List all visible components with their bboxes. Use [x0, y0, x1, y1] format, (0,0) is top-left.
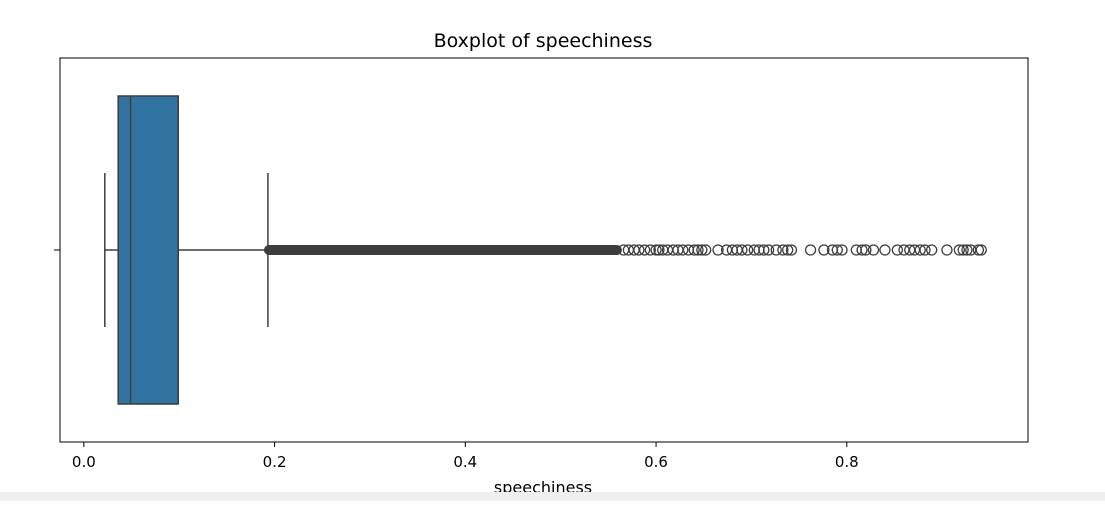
outlier-point	[804, 244, 817, 256]
outlier-point	[633, 244, 645, 256]
outlier-point	[650, 244, 662, 256]
outlier-point	[926, 244, 938, 256]
outlier-point	[688, 244, 700, 256]
outlier-point	[700, 244, 712, 256]
outlier-point	[975, 244, 987, 256]
outlier-point	[696, 244, 708, 256]
outlier-point	[953, 244, 965, 256]
outlier-point	[919, 244, 931, 256]
outlier-point	[692, 244, 704, 256]
plot-marks	[104, 95, 987, 405]
outlier-dense-band	[263, 245, 622, 255]
x-tick-label: 0.6	[644, 453, 668, 471]
outlier-point	[867, 244, 880, 256]
iqr-box	[117, 95, 180, 405]
outlier-point	[762, 244, 775, 256]
outlier-point	[653, 244, 665, 256]
x-tick-label: 0.2	[263, 453, 287, 471]
outlier-point	[972, 244, 985, 256]
outlier-point	[879, 244, 891, 256]
x-tick-label: 0.4	[453, 453, 477, 471]
outlier-point	[818, 244, 830, 256]
outlier-point	[785, 244, 798, 256]
outlier-point	[856, 244, 868, 256]
outlier-point	[782, 244, 794, 256]
outlier-point	[644, 244, 656, 256]
outlier-point	[770, 244, 782, 256]
bottom-scroll-strip	[0, 492, 1105, 501]
outlier-point	[682, 244, 695, 256]
chart-title: Boxplot of speechiness	[434, 30, 653, 52]
outlier-point	[961, 244, 973, 256]
outlier-point	[860, 244, 872, 256]
outlier-point	[850, 244, 862, 256]
outlier-point	[891, 244, 903, 256]
outlier-point	[712, 244, 724, 256]
outlier-point	[831, 244, 843, 256]
outlier-point	[957, 244, 969, 256]
outlier-point	[758, 244, 770, 256]
outlier-point	[741, 244, 754, 256]
x-tick-label: 0.0	[72, 453, 96, 471]
outlier-point	[914, 244, 926, 256]
outlier-point	[638, 244, 651, 256]
x-axis: 0.0 0.2 0.4 0.6 0.8	[54, 249, 859, 471]
outlier-point	[777, 244, 789, 256]
outlier-point	[736, 244, 748, 256]
outlier-point	[898, 244, 910, 256]
outlier-point	[677, 244, 689, 256]
outlier-point	[941, 244, 953, 256]
x-tick-label: 0.8	[835, 453, 859, 471]
outlier-point	[836, 244, 848, 256]
